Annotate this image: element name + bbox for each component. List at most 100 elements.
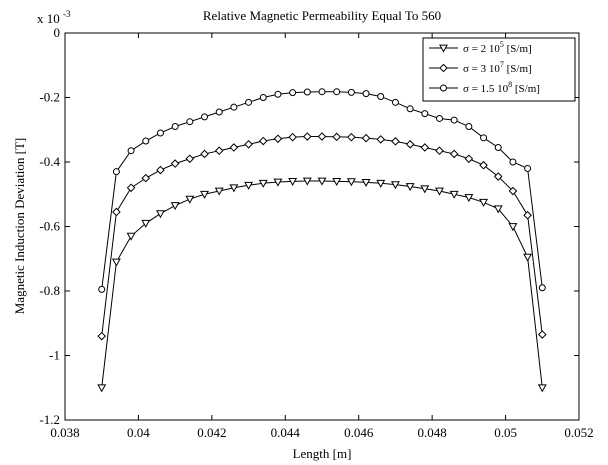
data-point bbox=[317, 132, 327, 141]
data-point bbox=[185, 195, 195, 204]
data-point bbox=[435, 114, 443, 122]
x-axis-label: Length [m] bbox=[293, 446, 352, 461]
y-multiplier-label: x 10 -3 bbox=[37, 9, 71, 26]
data-point bbox=[200, 190, 209, 199]
data-point bbox=[391, 98, 399, 106]
data-point bbox=[303, 132, 312, 141]
x-tick-label: 0.046 bbox=[344, 425, 374, 440]
legend-marker bbox=[439, 44, 448, 53]
data-point bbox=[523, 210, 532, 220]
data-point bbox=[361, 133, 371, 143]
legend: σ = 2 105 [S/m]σ = 3 107 [S/m]σ = 1.5 10… bbox=[422, 37, 576, 102]
legend-label-base: σ = 3 10 bbox=[463, 63, 500, 75]
data-point bbox=[303, 88, 311, 96]
x-tick-label: 0.05 bbox=[494, 425, 517, 440]
x-axis: 0.038 0.04 0.042 0.044 0.046 0.048 0.05 0.052 bbox=[50, 33, 594, 440]
data-point bbox=[201, 113, 209, 121]
legend-label: σ = 3 107 [S/m] bbox=[463, 60, 532, 75]
data-point bbox=[258, 136, 268, 146]
data-point bbox=[523, 253, 533, 262]
y-tick-label: 0 bbox=[54, 25, 61, 40]
data-point bbox=[361, 178, 371, 187]
y-tick-label: -0.4 bbox=[39, 154, 60, 169]
data-point bbox=[464, 154, 474, 164]
data-point bbox=[362, 90, 370, 98]
data-point bbox=[302, 177, 312, 186]
data-point bbox=[214, 146, 224, 156]
data-point bbox=[112, 168, 120, 176]
data-point bbox=[274, 90, 282, 98]
data-point bbox=[98, 285, 106, 293]
data-point bbox=[170, 159, 180, 168]
data-point bbox=[377, 93, 385, 101]
data-point bbox=[347, 88, 355, 96]
legend-label-unit: [S/m] bbox=[504, 43, 532, 55]
data-point bbox=[465, 123, 473, 131]
chart-title: Relative Magnetic Permeability Equal To … bbox=[203, 8, 441, 23]
data-point bbox=[97, 331, 107, 341]
x-tick-label: 0.052 bbox=[564, 425, 593, 440]
data-point bbox=[156, 165, 165, 175]
data-point bbox=[405, 139, 415, 149]
y-multiplier-exponent: -3 bbox=[63, 9, 71, 19]
series-3 bbox=[98, 88, 546, 293]
y-tick-label: -0.8 bbox=[39, 283, 60, 298]
y-multiplier-prefix: x 10 bbox=[37, 11, 60, 26]
data-point bbox=[376, 135, 386, 144]
data-point bbox=[127, 147, 135, 155]
data-point bbox=[332, 177, 342, 186]
data-point bbox=[156, 210, 165, 219]
data-point bbox=[376, 179, 386, 188]
legend-label-unit: [S/m] bbox=[512, 83, 540, 95]
x-tick-label: 0.044 bbox=[271, 425, 301, 440]
data-point bbox=[111, 258, 121, 267]
legend-entry: σ = 1.5 108 [S/m] bbox=[429, 80, 540, 95]
data-point bbox=[112, 207, 121, 217]
data-point bbox=[493, 205, 503, 214]
data-point bbox=[156, 129, 164, 137]
y-tick-label: -1 bbox=[49, 348, 60, 363]
data-point bbox=[126, 232, 136, 241]
y-tick-label: -1.2 bbox=[39, 412, 60, 427]
data-point bbox=[229, 143, 239, 152]
data-point bbox=[97, 384, 107, 393]
data-point bbox=[508, 223, 518, 232]
data-point bbox=[493, 172, 503, 181]
data-point bbox=[171, 123, 179, 131]
data-point bbox=[333, 88, 341, 96]
legend-label: σ = 1.5 108 [S/m] bbox=[463, 80, 540, 95]
data-point bbox=[170, 202, 180, 211]
y-tick-label: -0.2 bbox=[39, 90, 60, 105]
data-point bbox=[273, 178, 283, 187]
data-point bbox=[524, 164, 532, 172]
data-point bbox=[288, 132, 297, 142]
data-point bbox=[318, 88, 326, 96]
series-1 bbox=[97, 177, 547, 393]
legend-entry: σ = 2 105 [S/m] bbox=[429, 40, 532, 55]
legend-label: σ = 2 105 [S/m] bbox=[463, 40, 532, 55]
legend-label-base: σ = 1.5 10 bbox=[463, 83, 509, 95]
data-point bbox=[480, 134, 488, 142]
legend-label-exponent: 7 bbox=[500, 60, 504, 69]
data-point bbox=[347, 132, 356, 142]
data-point bbox=[435, 187, 444, 196]
data-point bbox=[229, 184, 239, 193]
data-point bbox=[449, 190, 459, 199]
data-point bbox=[450, 116, 458, 124]
data-point bbox=[421, 110, 429, 118]
data-point bbox=[230, 103, 238, 111]
data-point bbox=[420, 143, 430, 152]
data-point bbox=[258, 179, 268, 188]
data-point bbox=[332, 132, 341, 142]
data-point bbox=[288, 177, 298, 186]
data-point bbox=[186, 118, 194, 126]
y-tick-label: -0.6 bbox=[39, 219, 60, 234]
data-point bbox=[405, 183, 415, 192]
data-point bbox=[244, 181, 254, 190]
data-point bbox=[185, 154, 195, 164]
data-point bbox=[494, 143, 502, 151]
data-point bbox=[479, 160, 488, 170]
data-point bbox=[245, 98, 253, 106]
y-axis-label: Magnetic Induction Deviation [T] bbox=[12, 138, 27, 315]
